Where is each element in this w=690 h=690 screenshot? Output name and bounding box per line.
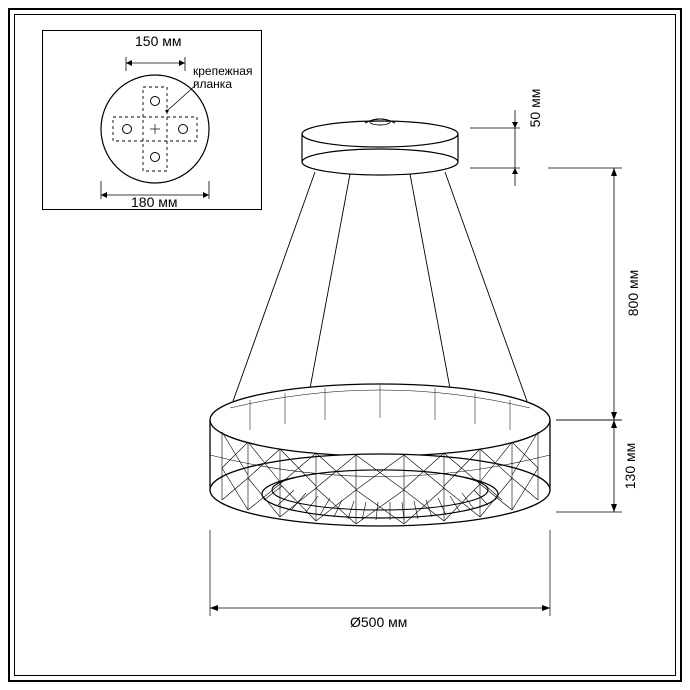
dim-ring-height: 130 мм	[622, 436, 638, 496]
dim-drop: 800 мм	[625, 263, 641, 323]
dim-canopy-height: 50 мм	[527, 83, 543, 133]
dim-diameter: Ø500 мм	[350, 614, 407, 630]
main-drawing	[0, 0, 690, 690]
